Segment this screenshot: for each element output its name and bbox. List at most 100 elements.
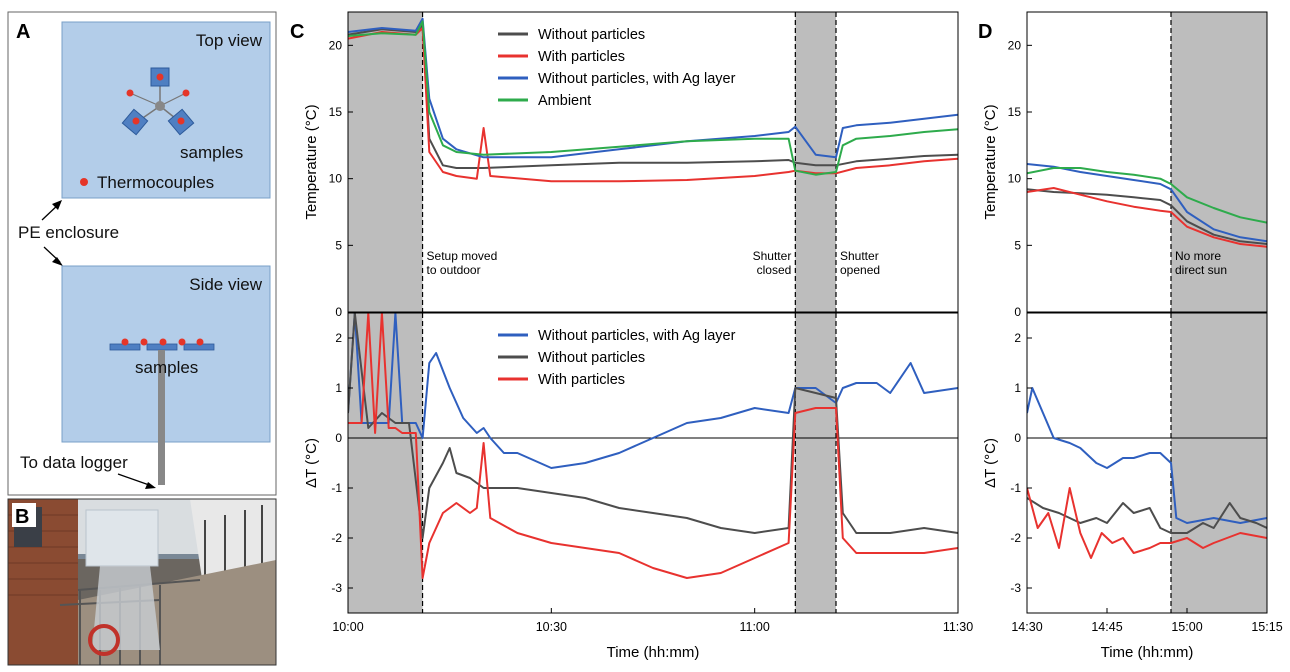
panel-a-letter: A bbox=[16, 21, 30, 43]
series-group bbox=[348, 17, 958, 183]
side-view-enclosure bbox=[61, 265, 271, 443]
x-tick-label: 11:30 bbox=[943, 620, 973, 634]
annotation-text: closed bbox=[757, 263, 792, 277]
y-tick-label: 5 bbox=[1014, 238, 1021, 252]
shaded-region bbox=[348, 12, 423, 312]
y-tick-label: -1 bbox=[1010, 481, 1021, 495]
series-group bbox=[1027, 163, 1267, 248]
x-tick-label: 11:00 bbox=[739, 620, 769, 634]
series-line-ambient bbox=[348, 20, 958, 176]
shaded-region bbox=[795, 12, 836, 312]
annotation-text: Shutter bbox=[753, 249, 792, 263]
legend-label: Ambient bbox=[538, 93, 591, 109]
annotation-text: Shutter bbox=[840, 249, 879, 263]
series-line-with bbox=[1027, 487, 1267, 559]
panel-a: A Top view samples Thermoc bbox=[7, 11, 277, 496]
y-tick-label: -2 bbox=[331, 531, 342, 545]
y-tick-label: 15 bbox=[1008, 105, 1022, 119]
thermocouples-label: Thermocouples bbox=[97, 173, 214, 192]
panel-b-photo: B bbox=[7, 498, 277, 666]
annotation-text: opened bbox=[840, 263, 880, 277]
pe-enclosure-label: PE enclosure bbox=[18, 223, 119, 242]
series-line-ag bbox=[1027, 387, 1267, 524]
shaded-region bbox=[795, 313, 836, 613]
y-axis-label: ΔT (°C) bbox=[982, 438, 999, 488]
top-view-label: Top view bbox=[196, 31, 263, 50]
legend-label: Without particles bbox=[538, 27, 645, 43]
x-tick-label: 15:00 bbox=[1171, 620, 1202, 634]
thermocouple-dot bbox=[177, 117, 185, 125]
y-tick-label: 0 bbox=[335, 305, 342, 319]
pe-enclosure-arrows bbox=[41, 200, 63, 266]
plot-frame bbox=[1026, 312, 1268, 614]
pe-enclosure-photo bbox=[85, 509, 159, 567]
annotation-text: to outdoor bbox=[427, 263, 481, 277]
legend-label: Without particles, with Ag layer bbox=[538, 328, 736, 344]
shaded-region bbox=[1171, 12, 1267, 312]
x-tick-label: 10:30 bbox=[536, 620, 567, 634]
plot-frame bbox=[1026, 11, 1268, 313]
y-tick-label: 0 bbox=[335, 431, 342, 445]
chart-d-delta: -3 -2 -1 0 1 2 14:30 14:45 15:00 15:15 ΔT (°C) Time… bbox=[982, 312, 1283, 661]
data-logger-label: To data logger bbox=[20, 453, 128, 472]
plot-frame bbox=[347, 11, 959, 313]
panel-c-letter: C bbox=[290, 21, 304, 43]
y-axis-label: Temperature (°C) bbox=[982, 104, 999, 219]
legend-label: With particles bbox=[538, 372, 625, 388]
thermocouple-dot bbox=[126, 89, 134, 97]
plot-frame bbox=[347, 312, 959, 614]
series-line-ag bbox=[1027, 163, 1267, 243]
y-tick-label: 0 bbox=[1014, 431, 1021, 445]
y-tick-label: -3 bbox=[331, 581, 342, 595]
y-tick-label: 5 bbox=[335, 238, 342, 252]
x-tick-label: 14:30 bbox=[1011, 620, 1042, 634]
annotation-text: No more bbox=[1175, 249, 1221, 263]
series-group bbox=[348, 313, 958, 579]
x-tick-label: 14:45 bbox=[1091, 620, 1122, 634]
thermocouple-dot bbox=[156, 73, 164, 81]
y-tick-label: 15 bbox=[329, 105, 343, 119]
series-line-without bbox=[348, 24, 958, 169]
series-line-ambient bbox=[1027, 167, 1267, 224]
x-axis-label: Time (hh:mm) bbox=[1101, 644, 1194, 661]
thermocouple-dot bbox=[182, 89, 190, 97]
y-tick-label: 2 bbox=[1014, 331, 1021, 345]
series-line-without bbox=[348, 313, 958, 539]
stand-hub bbox=[155, 101, 165, 111]
y-tick-label: -2 bbox=[1010, 531, 1021, 545]
annotation-text: direct sun bbox=[1175, 263, 1227, 277]
y-tick-label: 1 bbox=[335, 381, 342, 395]
y-tick-label: 10 bbox=[1008, 172, 1022, 186]
y-axis-label: Temperature (°C) bbox=[303, 104, 320, 219]
y-tick-label: 2 bbox=[335, 331, 342, 345]
data-logger-arrow bbox=[117, 473, 156, 489]
series-line-ag bbox=[348, 313, 958, 469]
y-tick-label: 10 bbox=[329, 172, 343, 186]
thermocouple-legend-dot bbox=[80, 178, 88, 186]
panel-d-letter: D bbox=[978, 21, 992, 43]
y-tick-label: -3 bbox=[1010, 581, 1021, 595]
legend-label: With particles bbox=[538, 49, 625, 65]
shaded-region bbox=[1171, 313, 1267, 613]
legend-label: Without particles bbox=[538, 350, 645, 366]
series-group bbox=[1027, 387, 1267, 559]
legend-label: Without particles, with Ag layer bbox=[538, 71, 736, 87]
y-tick-label: 20 bbox=[329, 38, 343, 52]
x-axis-label: Time (hh:mm) bbox=[607, 644, 700, 661]
y-tick-label: -1 bbox=[331, 481, 342, 495]
top-view-samples-diagram bbox=[121, 67, 195, 136]
y-tick-label: 1 bbox=[1014, 381, 1021, 395]
top-samples-label: samples bbox=[180, 143, 243, 162]
y-tick-label: 20 bbox=[1008, 38, 1022, 52]
series-line-with bbox=[348, 313, 958, 579]
thermocouple-dot bbox=[132, 117, 140, 125]
y-axis-label: ΔT (°C) bbox=[303, 438, 320, 488]
series-line-with bbox=[1027, 187, 1267, 248]
x-tick-label: 15:15 bbox=[1251, 620, 1282, 634]
stand-pole bbox=[158, 350, 165, 485]
panel-b-letter: B bbox=[15, 506, 29, 528]
